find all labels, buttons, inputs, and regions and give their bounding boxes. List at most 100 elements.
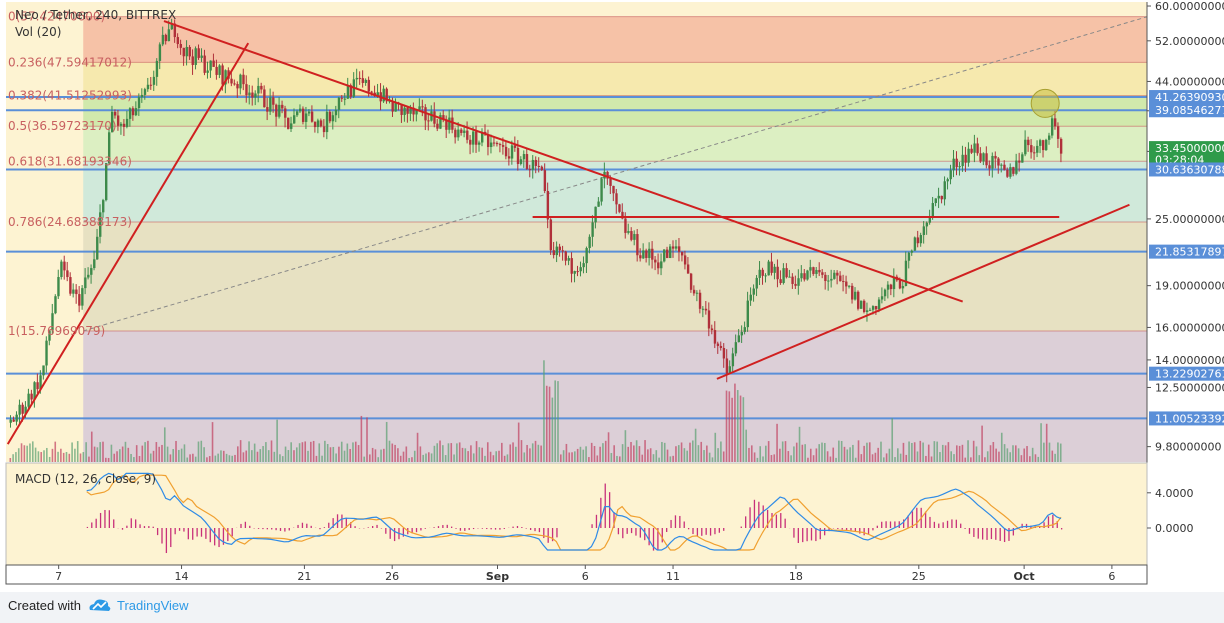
volume-bar (295, 447, 298, 462)
highlight-marker[interactable] (1030, 88, 1060, 118)
macd-hist-bar (178, 528, 181, 531)
time-tick-label: 25 (912, 570, 926, 583)
macd-hist-bar (670, 519, 672, 528)
candle-body (96, 236, 99, 260)
candle-body (81, 288, 84, 306)
macd-pane[interactable]: 4.0000 0.0000 (5, 462, 1194, 567)
volume-bar (413, 450, 416, 462)
volume-bar (93, 446, 96, 462)
tradingview-link[interactable]: TradingView (117, 598, 189, 613)
candle-body (212, 60, 215, 67)
candle-body (102, 200, 105, 213)
volume-bar (537, 444, 540, 462)
candle-body (606, 171, 609, 179)
volume-bar (911, 442, 913, 462)
price-tag-label: 13.22902761 (1155, 368, 1224, 381)
candle-body (925, 222, 929, 227)
ascending-support-line[interactable] (716, 203, 1130, 380)
candle-body (290, 123, 293, 129)
volume-bar (102, 441, 104, 462)
volume-bar (905, 454, 908, 462)
candle-body (955, 158, 958, 168)
candle-body (892, 276, 896, 290)
macd-hist-bar (547, 528, 549, 543)
macd-hist-bar (165, 528, 168, 554)
candle-body (618, 204, 621, 212)
candle-body (785, 268, 788, 278)
fib-level-label: 0.618(31.68193346) (8, 154, 132, 168)
macd-hist-bar (946, 520, 949, 528)
candle-body (746, 300, 749, 328)
candle-body (794, 283, 797, 286)
candle-body (677, 246, 681, 252)
uptrend-line[interactable] (6, 42, 250, 445)
macd-hist-bar (635, 528, 637, 536)
volume-bar (964, 457, 967, 462)
candle-body (1012, 167, 1015, 174)
candle-body (964, 154, 967, 163)
candle-body (36, 382, 39, 390)
candle-body (75, 289, 78, 295)
macd-hist-bar (95, 518, 97, 528)
downtrend-line[interactable] (163, 20, 964, 303)
volume-bar (1045, 423, 1048, 462)
candle-body (543, 170, 547, 191)
candle-body (507, 156, 511, 159)
volume-bar (731, 397, 733, 462)
candle-body (782, 268, 785, 284)
volume-bar (287, 450, 290, 462)
candle-body (451, 117, 454, 130)
trend-lines[interactable] (6, 20, 1130, 445)
candle-body (627, 231, 630, 233)
candle-body (421, 106, 424, 108)
macd-hist-bar (139, 524, 141, 528)
candle-body (122, 123, 126, 127)
candle-body (304, 113, 308, 122)
volume-bar (76, 441, 79, 462)
candle-body (230, 78, 233, 84)
candle-body (504, 146, 508, 157)
volume-bar (374, 449, 377, 462)
volume-bar (222, 450, 225, 462)
candle-body (633, 234, 636, 240)
macd-hist-bar (648, 528, 650, 546)
volume-bar (579, 446, 582, 462)
macd-hist-bar (301, 522, 304, 528)
candle-body (871, 306, 875, 310)
volume-bar (568, 452, 571, 462)
candle-body (200, 55, 203, 58)
macd-hist-bar (815, 528, 817, 542)
volume-bar (1051, 450, 1054, 462)
volume-bar (689, 442, 691, 462)
price-tick-label: 14.00000000 (1155, 354, 1224, 367)
macd-hist-bar (758, 501, 760, 528)
volume-bar (669, 456, 672, 462)
candle-body (376, 92, 379, 96)
volume-bar (121, 446, 124, 462)
macd-hist-bar (898, 521, 900, 528)
candle-body (191, 56, 194, 65)
candle-body (997, 158, 1000, 166)
volume-bar (672, 455, 674, 462)
volume-bar (725, 390, 728, 462)
candle-body (78, 294, 81, 306)
macd-hist-bar (196, 528, 198, 537)
candle-body (636, 234, 639, 256)
price-axis[interactable]: 60.0000000052.0000000044.0000000039.0000… (1146, 0, 1224, 566)
candle-body (922, 226, 926, 236)
candle-body (916, 237, 920, 244)
macd-hist-bar (942, 522, 944, 528)
candle-body (716, 343, 720, 346)
macd-hist-bar (661, 528, 663, 543)
fib-level-label: 1(15.76969079) (8, 324, 105, 338)
macd-hist-bar (810, 528, 813, 541)
volume-bar (655, 450, 658, 462)
candle-body (364, 79, 368, 83)
time-axis[interactable]: 7 14 21 26 Sep 6 11 18 25 Oct 6 (5, 564, 1148, 585)
candle-body (388, 100, 391, 102)
volume-bar (259, 449, 262, 462)
macd-hist-bar (1003, 528, 1006, 543)
volume-bar (750, 445, 753, 462)
fib-retracement[interactable] (83, 16, 1147, 462)
volume-bar (503, 455, 506, 462)
